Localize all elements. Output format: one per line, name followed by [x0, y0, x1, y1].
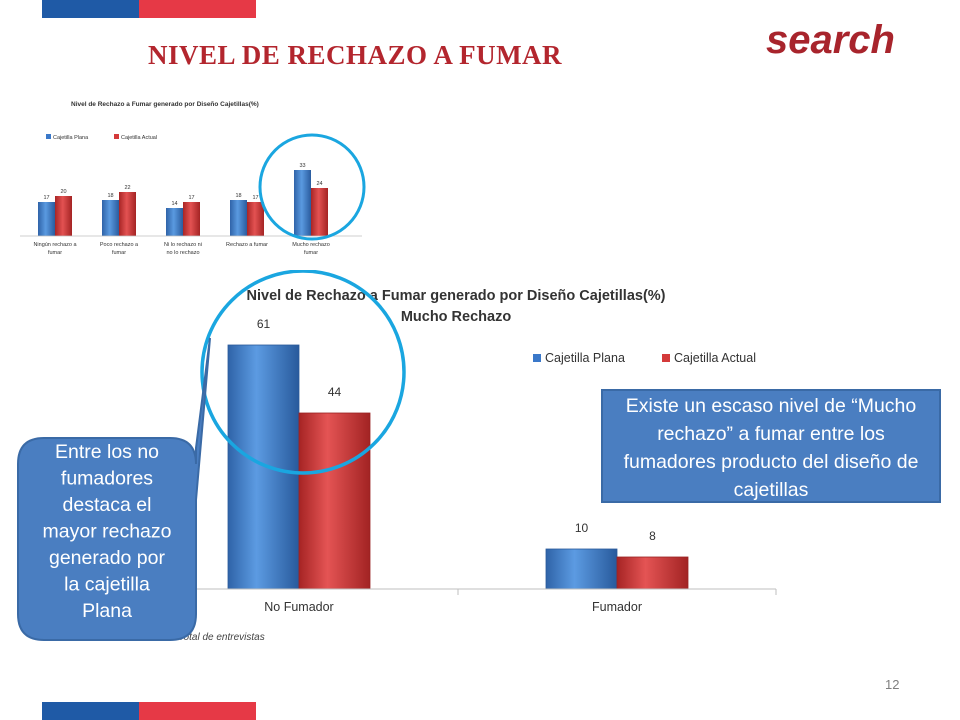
- main-bar-plana-0: [227, 344, 300, 590]
- callout-right: Existe un escaso nivel de “Mucho rechazo…: [601, 389, 941, 503]
- small-bar-label-plana-3: 18: [235, 193, 241, 199]
- main-chart-title: Nivel de Rechazo a Fumar generado por Di…: [247, 288, 666, 304]
- callout-left-line-4: generado por: [49, 547, 166, 569]
- small-bar-actual-2: [183, 202, 200, 236]
- small-bar-label-actual-4: 24: [316, 181, 322, 187]
- brand-logo: search: [766, 18, 895, 62]
- main-x-label-0: No Fumador: [264, 600, 333, 614]
- small-bar-plana-4: [294, 170, 311, 236]
- callout-left-line-0: Entre los no: [55, 441, 159, 463]
- small-bar-plana-2: [166, 208, 183, 236]
- main-bar-label-plana-1: 10: [575, 521, 589, 535]
- small-chart-title: Nivel de Rechazo a Fumar generado por Di…: [71, 101, 259, 108]
- main-chart: Nivel de Rechazo a Fumar generado por Di…: [17, 270, 777, 643]
- small-x-label-4: Mucho rechazo: [292, 242, 330, 248]
- main-bar-label-actual-1: 8: [649, 529, 656, 543]
- small-bar-label-plana-0: 17: [43, 195, 49, 201]
- legend-plana: Cajetilla Plana: [545, 351, 625, 365]
- small-bar-plana-0: [38, 202, 55, 236]
- small-legend-swatch-plana: [46, 134, 51, 139]
- main-chart-subtitle: Mucho Rechazo: [401, 309, 512, 325]
- small-bar-actual-1: [119, 192, 136, 236]
- callout-left-line-2: destaca el: [63, 494, 152, 516]
- small-bar-plana-1: [102, 200, 119, 236]
- small-legend-swatch-actual: [114, 134, 119, 139]
- bottom-accent-red: [139, 702, 256, 720]
- bottom-accent-blue: [42, 702, 139, 720]
- top-accent-blue: [42, 0, 139, 18]
- callout-left-line-6: Plana: [82, 600, 132, 622]
- small-x-label-line2-0: fumar: [48, 250, 62, 256]
- main-x-label-1: Fumador: [592, 600, 642, 614]
- highlight-circle-small: [258, 133, 366, 241]
- base-note: Base: Total de entrevistas: [150, 632, 265, 643]
- small-x-label-line2-1: fumar: [112, 250, 126, 256]
- small-x-label-0: Ningún rechazo a: [33, 242, 77, 248]
- small-chart: Nivel de Rechazo a Fumar generado por Di…: [20, 101, 366, 256]
- small-bar-label-actual-3: 17: [252, 195, 258, 201]
- main-bar-actual-0: [298, 412, 371, 590]
- callout-left-line-1: fumadores: [61, 468, 153, 490]
- page-number: 12: [885, 677, 900, 692]
- callout-left-bubble: [17, 337, 211, 641]
- small-bar-actual-4: [311, 188, 328, 236]
- small-bar-label-actual-2: 17: [188, 195, 194, 201]
- main-bar-label-plana-0: 61: [257, 317, 271, 331]
- main-bar-actual-1: [616, 556, 689, 590]
- small-x-label-line2-2: no lo rechazo: [166, 250, 199, 256]
- callout-left-line-3: mayor rechazo: [43, 521, 172, 543]
- callout-left-line-5: la cajetilla: [64, 574, 150, 596]
- legend-swatch-plana: [533, 354, 541, 362]
- small-legend-actual: Cajetilla Actual: [121, 135, 157, 141]
- top-accent-red: [139, 0, 256, 18]
- small-bar-actual-0: [55, 196, 72, 236]
- legend-swatch-actual: [662, 354, 670, 362]
- legend-actual: Cajetilla Actual: [674, 351, 756, 365]
- small-bar-label-plana-4: 33: [299, 163, 305, 169]
- small-x-label-line2-4: fumar: [304, 250, 318, 256]
- small-bar-actual-3: [247, 202, 264, 236]
- small-bar-plana-3: [230, 200, 247, 236]
- small-x-label-1: Poco rechazo a: [100, 242, 139, 248]
- small-bar-label-actual-0: 20: [60, 189, 66, 195]
- page-title: NIVEL DE RECHAZO A FUMAR: [148, 40, 563, 70]
- main-bar-label-actual-0: 44: [328, 385, 342, 399]
- small-bar-label-actual-1: 22: [124, 185, 130, 191]
- small-bar-label-plana-2: 14: [171, 201, 177, 207]
- highlight-circle-main: [200, 270, 406, 475]
- small-x-label-3: Rechazo a fumar: [226, 242, 268, 248]
- main-bar-plana-1: [545, 548, 618, 590]
- small-bar-label-plana-1: 18: [107, 193, 113, 199]
- small-legend-plana: Cajetilla Plana: [53, 135, 89, 141]
- small-x-label-2: Ni lo rechazo ni: [164, 242, 202, 248]
